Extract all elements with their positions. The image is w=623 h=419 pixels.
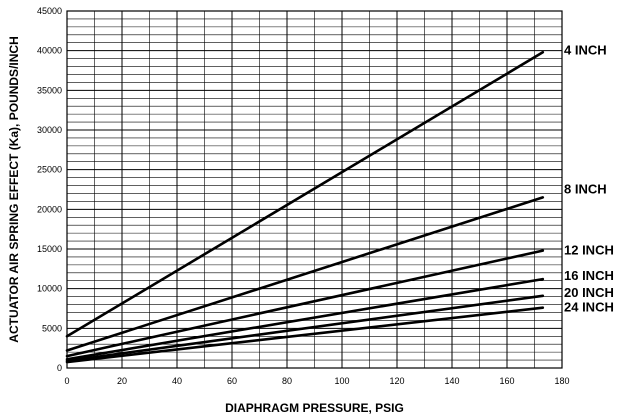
x-tick-label: 160 <box>499 376 514 386</box>
x-tick-label: 80 <box>282 376 292 386</box>
y-tick-label: 25000 <box>37 165 62 175</box>
y-tick-labels: 0 5000 10000 15000 20000 25000 30000 35000 40000… <box>37 6 62 373</box>
series-lines <box>65 50 545 364</box>
series-line <box>65 249 545 358</box>
y-tick-label: 20000 <box>37 204 62 214</box>
x-tick-labels: 0 20 40 60 80 100 120 140 160 180 <box>64 376 569 386</box>
y-tick-label: 35000 <box>37 85 62 95</box>
series-line <box>65 50 545 338</box>
series-line <box>65 196 545 352</box>
series-label: 4 INCH <box>564 42 607 57</box>
y-axis-title: ACTUATOR AIR SPRING EFFECT (Ka), POUNDS/… <box>7 36 21 342</box>
x-tick-label: 120 <box>389 376 404 386</box>
x-tick-label: 40 <box>172 376 182 386</box>
x-tick-label: 180 <box>554 376 569 386</box>
y-tick-label: 0 <box>57 363 62 373</box>
x-tick-label: 100 <box>334 376 349 386</box>
x-axis-title: DIAPHRAGM PRESSURE, PSIG <box>225 401 404 415</box>
series-label: 24 INCH <box>564 300 614 315</box>
series-label: 20 INCH <box>564 285 614 300</box>
y-tick-label: 5000 <box>42 323 62 333</box>
x-tick-label: 20 <box>117 376 127 386</box>
series-label: 12 INCH <box>564 243 614 258</box>
plot-frame <box>66 10 563 369</box>
y-tick-label: 10000 <box>37 284 62 294</box>
series-line <box>65 306 545 364</box>
series-label: 16 INCH <box>564 268 614 283</box>
series-line <box>65 294 545 363</box>
y-tick-label: 45000 <box>37 6 62 16</box>
x-tick-label: 140 <box>444 376 459 386</box>
x-tick-label: 60 <box>227 376 237 386</box>
grid <box>67 11 562 368</box>
y-tick-label: 15000 <box>37 244 62 254</box>
series-label: 8 INCH <box>564 181 607 196</box>
y-tick-label: 30000 <box>37 125 62 135</box>
y-tick-label: 40000 <box>37 46 62 56</box>
x-tick-label: 0 <box>64 376 69 386</box>
series-line <box>65 277 545 361</box>
